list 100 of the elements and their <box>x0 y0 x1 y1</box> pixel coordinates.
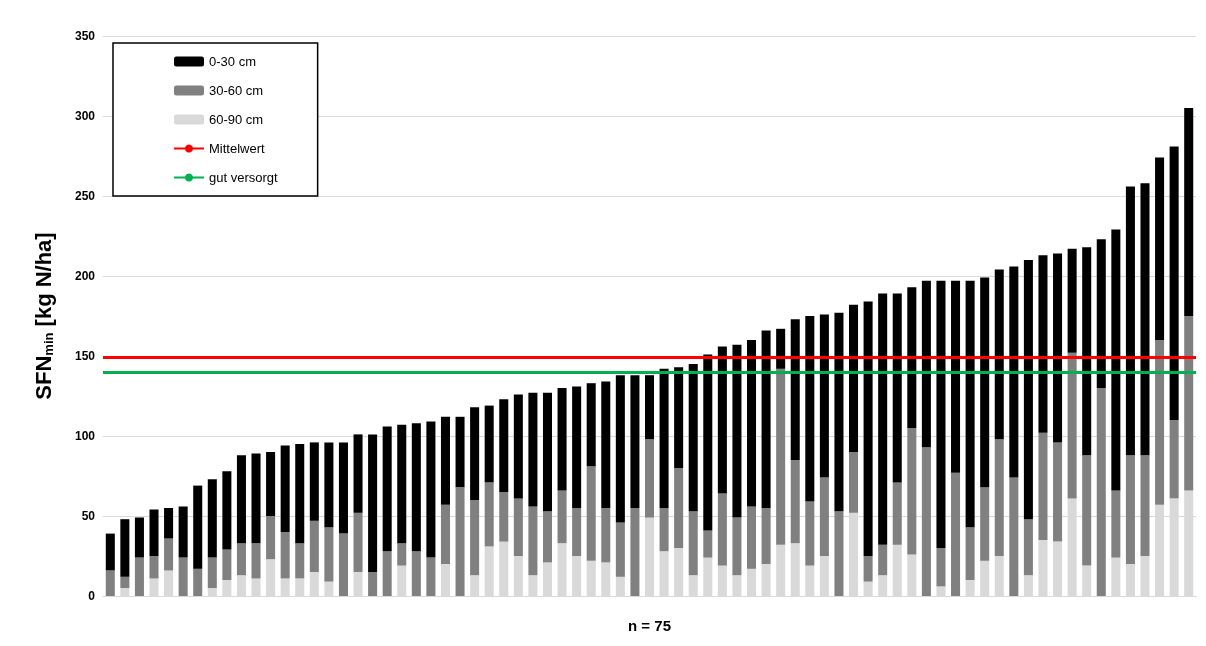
bar <box>572 508 582 556</box>
bar <box>1125 455 1135 564</box>
bar <box>149 509 159 556</box>
bar <box>1067 248 1077 353</box>
bar <box>907 428 917 555</box>
bar <box>1082 455 1092 566</box>
bar <box>382 551 392 596</box>
bar <box>1023 260 1033 520</box>
bar <box>776 328 786 369</box>
bar <box>747 506 757 569</box>
bar <box>222 471 232 550</box>
bar <box>164 508 174 539</box>
bar <box>688 364 698 512</box>
bar <box>295 444 305 544</box>
bar <box>470 500 480 576</box>
bar <box>105 570 115 596</box>
y-axis-title: SFNmin [kg N/ha] <box>31 232 56 400</box>
bar <box>688 511 698 576</box>
bar <box>1125 186 1135 456</box>
bar <box>338 442 348 534</box>
bar <box>557 490 567 544</box>
bar <box>586 383 596 467</box>
bar <box>776 368 786 545</box>
bar <box>674 367 684 468</box>
bar <box>1169 420 1179 499</box>
bar <box>936 280 946 548</box>
bar <box>178 506 188 558</box>
bar <box>382 426 392 552</box>
bar <box>965 527 975 580</box>
bar <box>965 280 975 528</box>
bar <box>761 508 771 564</box>
bar <box>601 508 611 563</box>
bar <box>703 354 713 531</box>
bar <box>1111 229 1121 491</box>
bar <box>980 487 990 561</box>
bar <box>411 423 421 552</box>
bar <box>849 304 859 452</box>
bar <box>120 519 130 577</box>
bar <box>761 330 771 508</box>
bar <box>615 522 625 577</box>
bar <box>528 506 538 576</box>
bar <box>134 517 144 558</box>
bar <box>1184 316 1194 491</box>
legend-label: Mittelwert <box>209 141 266 156</box>
bar <box>557 388 567 491</box>
bar <box>193 485 203 569</box>
bar <box>717 493 727 566</box>
bar <box>440 504 450 564</box>
legend-label: 30-60 cm <box>209 83 264 98</box>
bar <box>1096 239 1106 388</box>
bar <box>280 445 290 532</box>
bar <box>1082 247 1092 456</box>
bar <box>674 468 684 548</box>
bar <box>1023 519 1033 576</box>
bar <box>149 556 159 579</box>
bar <box>790 460 800 544</box>
bar <box>266 452 276 516</box>
bar <box>134 557 144 596</box>
bar <box>484 405 494 483</box>
bar <box>207 479 217 558</box>
bar <box>440 416 450 505</box>
bar <box>1155 157 1165 340</box>
bar <box>411 551 421 596</box>
bar <box>703 530 713 558</box>
bar <box>644 439 655 518</box>
bar <box>1169 146 1179 420</box>
bar <box>878 544 888 576</box>
bar <box>426 557 436 596</box>
bar <box>324 527 334 582</box>
legend-label: gut versorgt <box>209 170 279 185</box>
bar <box>1053 442 1063 542</box>
bar <box>1140 183 1150 456</box>
bar <box>659 508 669 552</box>
bar <box>484 482 494 547</box>
bar <box>353 512 363 572</box>
bar <box>542 392 552 512</box>
bar <box>499 399 509 492</box>
bar <box>732 517 742 576</box>
legend-label: 0-30 cm <box>209 54 256 69</box>
bar <box>834 312 844 512</box>
bar <box>1053 253 1063 443</box>
bar <box>790 319 800 460</box>
bar <box>178 557 188 596</box>
bar <box>251 453 261 544</box>
bar <box>732 344 742 518</box>
bar <box>455 487 465 596</box>
bar <box>397 543 407 566</box>
x-axis-title: n = 75 <box>628 617 671 634</box>
bar <box>513 394 523 499</box>
bar <box>805 501 815 566</box>
bar <box>1038 432 1048 540</box>
bar <box>309 442 319 521</box>
bar <box>747 340 757 507</box>
bar <box>193 568 203 596</box>
bar <box>1155 340 1165 505</box>
bar <box>630 375 640 508</box>
bar <box>819 477 829 556</box>
bar <box>863 556 873 582</box>
bar <box>849 452 859 513</box>
bar <box>105 533 115 571</box>
